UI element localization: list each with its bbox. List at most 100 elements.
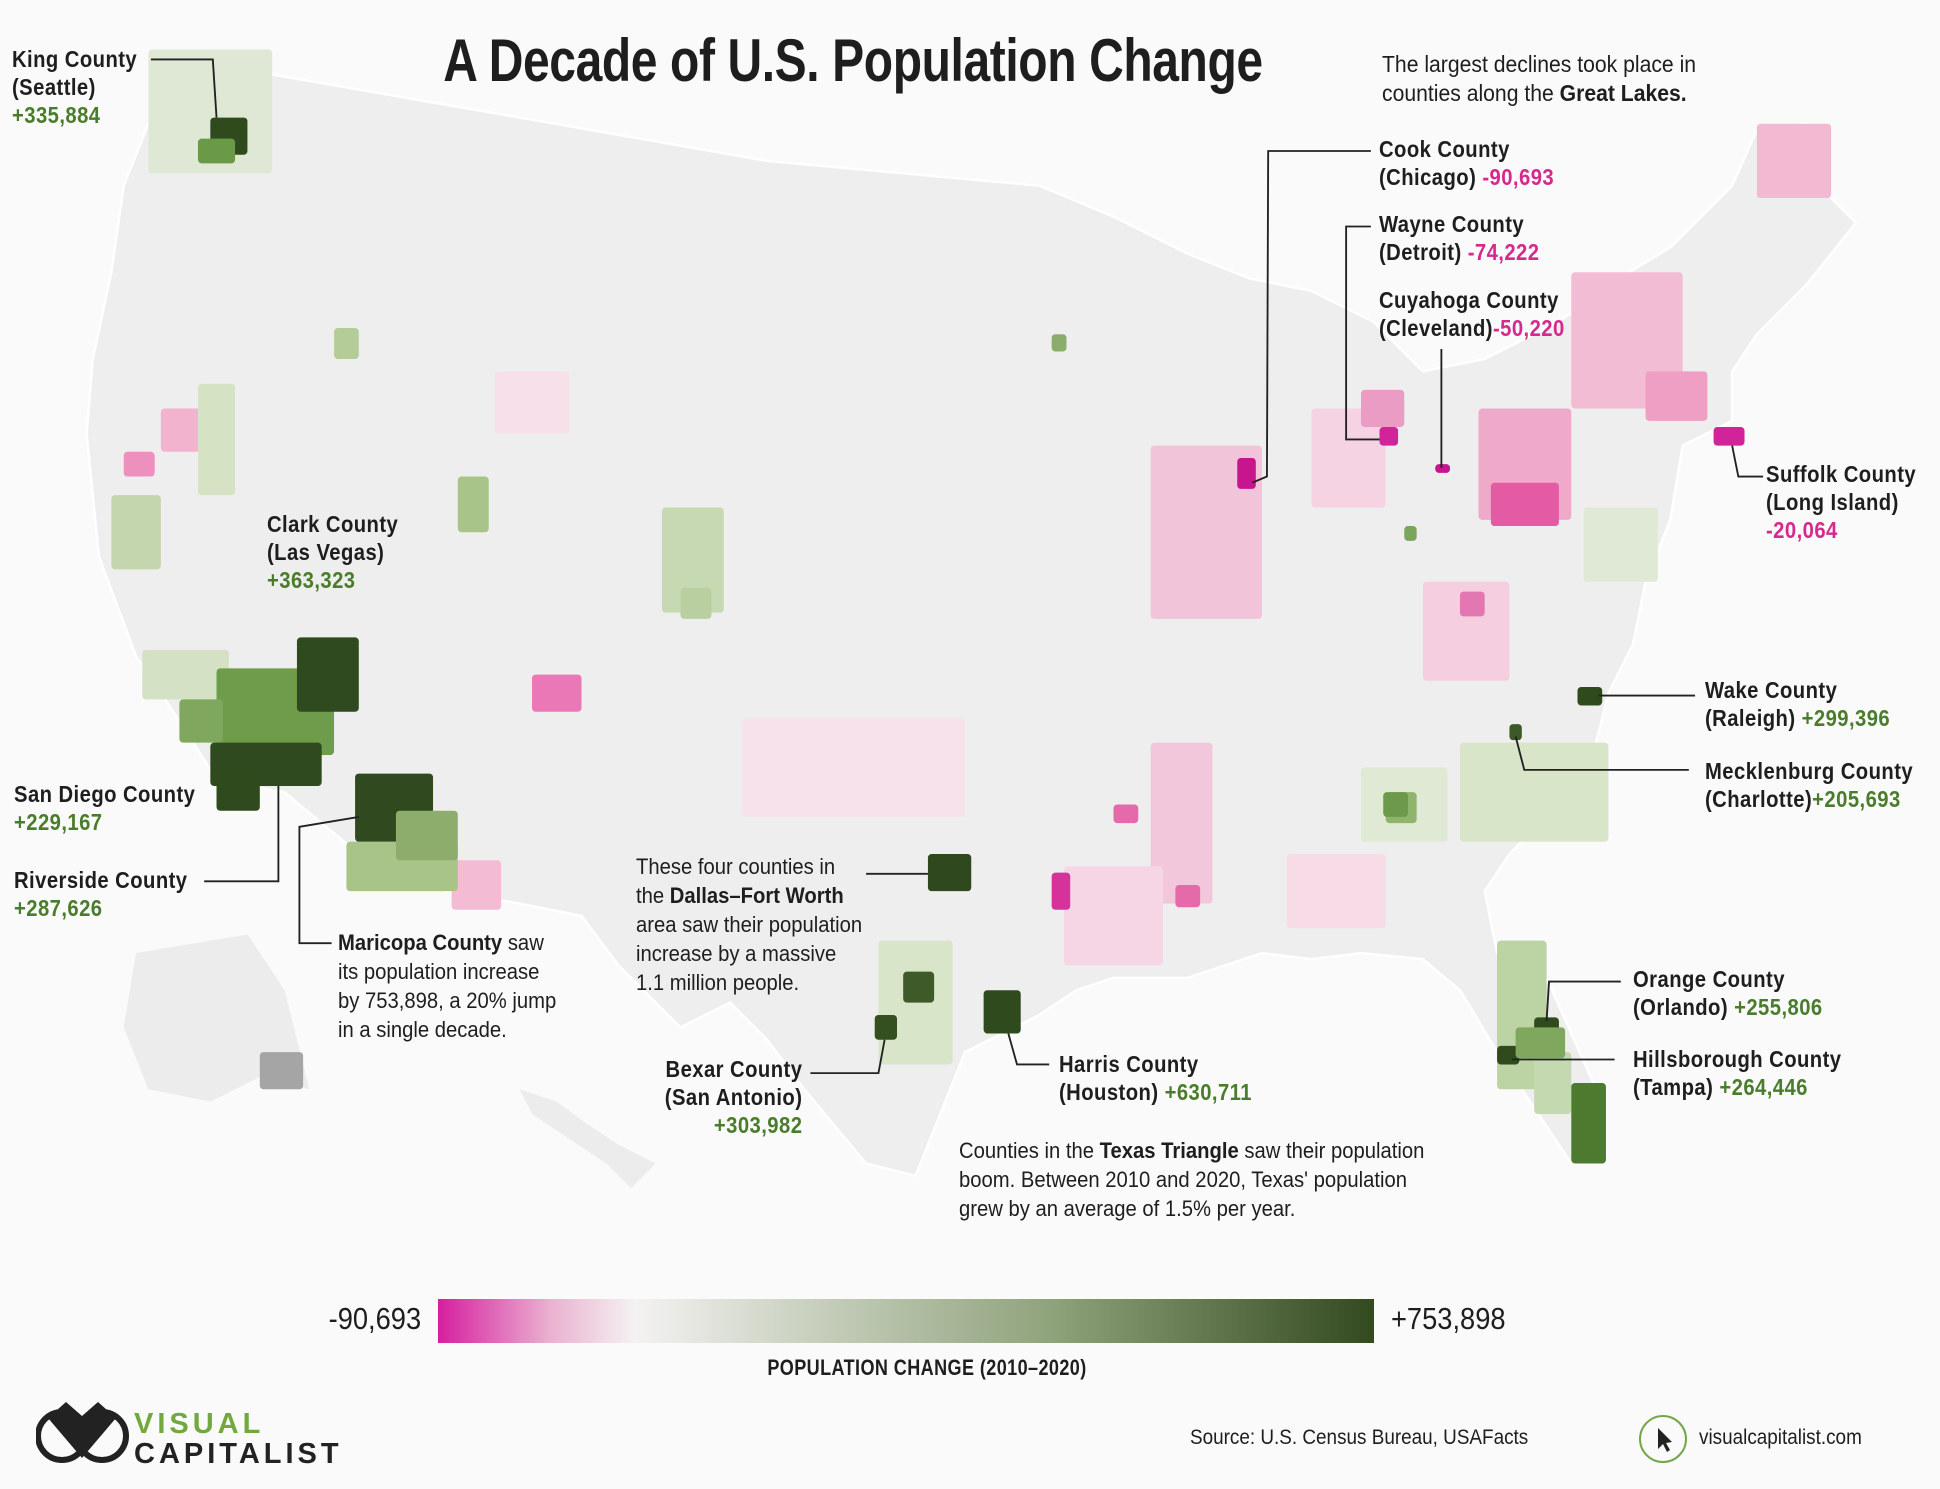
county-shading xyxy=(1150,445,1262,619)
note-bold: Maricopa County xyxy=(338,930,503,955)
callout-san-diego: San Diego County +229,167 xyxy=(14,780,195,836)
county-shading xyxy=(123,451,155,477)
county-shading xyxy=(1051,334,1067,352)
county-shading xyxy=(680,587,712,619)
logo-text: VISUAL xyxy=(134,1408,265,1440)
county-name: Harris County xyxy=(1059,1051,1199,1077)
county-value: +287,626 xyxy=(14,895,103,921)
county-shading xyxy=(1571,1083,1606,1164)
county-name: Hillsborough County xyxy=(1633,1046,1842,1072)
county-city: (Cleveland) xyxy=(1379,315,1493,341)
leader-line-maricopa xyxy=(298,815,359,945)
county-shading xyxy=(197,138,236,164)
county-name: Orange County xyxy=(1633,966,1785,992)
note-text: saw xyxy=(502,930,544,955)
county-shading xyxy=(494,371,570,434)
note-line: These four counties in xyxy=(636,854,836,879)
county-city: (Las Vegas) xyxy=(267,539,385,565)
county-shading xyxy=(451,860,502,910)
note-bold: Great Lakes. xyxy=(1559,80,1687,106)
note-bold: Texas Triangle xyxy=(1099,1138,1239,1163)
county-shading xyxy=(1509,724,1522,741)
county-name: Cuyahoga County xyxy=(1379,287,1559,313)
county-shading xyxy=(1515,1027,1566,1059)
note-text: the xyxy=(636,883,670,908)
county-shading xyxy=(259,1052,304,1090)
county-city: (Detroit) xyxy=(1379,239,1462,265)
hawaii xyxy=(519,1089,656,1189)
leader-line-mecklenburg xyxy=(1514,736,1689,771)
callout-cuyahoga: Cuyahoga County (Cleveland)-50,220 xyxy=(1379,286,1565,342)
county-name: Bexar County xyxy=(665,1056,802,1082)
county-shading xyxy=(1064,866,1164,966)
county-shading xyxy=(457,476,489,533)
county-shading xyxy=(1150,742,1213,904)
county-name: San Diego County xyxy=(14,781,196,807)
county-shading xyxy=(1051,872,1071,910)
note-line: increase by a massive xyxy=(636,941,837,966)
county-shading xyxy=(1534,1052,1572,1114)
county-shading xyxy=(983,990,1021,1034)
county-value: +335,884 xyxy=(12,102,101,128)
note-line: its population increase xyxy=(338,959,540,984)
county-value: +630,711 xyxy=(1164,1079,1252,1105)
legend-min: -90,693 xyxy=(328,1301,421,1336)
county-name: King County xyxy=(12,46,138,72)
county-shading xyxy=(216,767,260,811)
texas-note: Counties in the Texas Triangle saw their… xyxy=(959,1136,1424,1223)
county-city: (Charlotte) xyxy=(1705,786,1813,812)
county-shading xyxy=(111,495,161,570)
callout-orange: Orange County (Orlando) +255,806 xyxy=(1633,965,1823,1021)
county-value: -50,220 xyxy=(1492,315,1565,341)
leader-line-suffolk xyxy=(1731,445,1764,478)
callout-wake: Wake County (Raleigh) +299,396 xyxy=(1705,676,1890,732)
county-shading xyxy=(1379,427,1399,446)
leader-line-harris xyxy=(1007,1033,1050,1066)
county-value: +205,693 xyxy=(1812,786,1901,812)
legend-color-scale xyxy=(438,1299,1374,1343)
leader-line-riverside xyxy=(204,785,280,883)
maricopa-note: Maricopa County saw its population incre… xyxy=(338,928,556,1044)
county-shading xyxy=(160,408,205,452)
county-name: Cook County xyxy=(1379,136,1510,162)
county-shading xyxy=(1360,389,1405,428)
leader-line-cook xyxy=(1251,150,1371,484)
county-shading xyxy=(1459,591,1485,617)
county-city: (San Antonio) xyxy=(664,1084,802,1110)
county-shading xyxy=(197,383,236,496)
county-shading xyxy=(1422,581,1510,681)
county-city: (Seattle) xyxy=(12,74,96,100)
county-value: +363,323 xyxy=(267,567,356,593)
note-line: 1.1 million people. xyxy=(636,970,800,995)
county-shading xyxy=(1713,427,1745,446)
county-name: Wayne County xyxy=(1379,211,1525,237)
note-line: by 753,898, a 20% jump xyxy=(338,988,557,1013)
county-shading xyxy=(296,637,359,712)
callout-clark: Clark County (Las Vegas) +363,323 xyxy=(267,510,398,594)
county-value: +229,167 xyxy=(14,809,103,835)
county-name: Wake County xyxy=(1705,677,1838,703)
callout-wayne: Wayne County (Detroit) -74,222 xyxy=(1379,210,1539,266)
logo-text: CAPITALIST xyxy=(134,1438,343,1470)
site-link[interactable]: visualcapitalist.com xyxy=(1699,1426,1862,1449)
county-shading xyxy=(334,328,359,359)
county-city: (Tampa) xyxy=(1633,1074,1714,1100)
legend-title: POPULATION CHANGE (2010–2020) xyxy=(767,1355,1087,1380)
county-shading xyxy=(1404,526,1417,541)
county-shading xyxy=(1435,464,1451,473)
callout-hillsborough: Hillsborough County (Tampa) +264,446 xyxy=(1633,1045,1841,1101)
county-value: -20,064 xyxy=(1766,517,1838,543)
county-city: (Raleigh) xyxy=(1705,705,1796,731)
leader-line-wayne xyxy=(1345,225,1380,441)
page-title: A Decade of U.S. Population Change xyxy=(443,27,1263,94)
callout-king: King County (Seattle) +335,884 xyxy=(12,45,137,129)
county-shading xyxy=(742,717,966,817)
callout-mecklenburg: Mecklenburg County (Charlotte)+205,693 xyxy=(1705,757,1913,813)
note-line: The largest declines took place in xyxy=(1382,51,1697,77)
note-line: counties along the Great Lakes. xyxy=(1382,79,1696,108)
dallas-note: These four counties in the Dallas–Fort W… xyxy=(636,852,862,997)
county-shading xyxy=(142,649,229,700)
county-city: (Long Island) xyxy=(1766,489,1899,515)
leader-line-bexar xyxy=(810,1039,886,1075)
county-shading xyxy=(1286,854,1386,929)
